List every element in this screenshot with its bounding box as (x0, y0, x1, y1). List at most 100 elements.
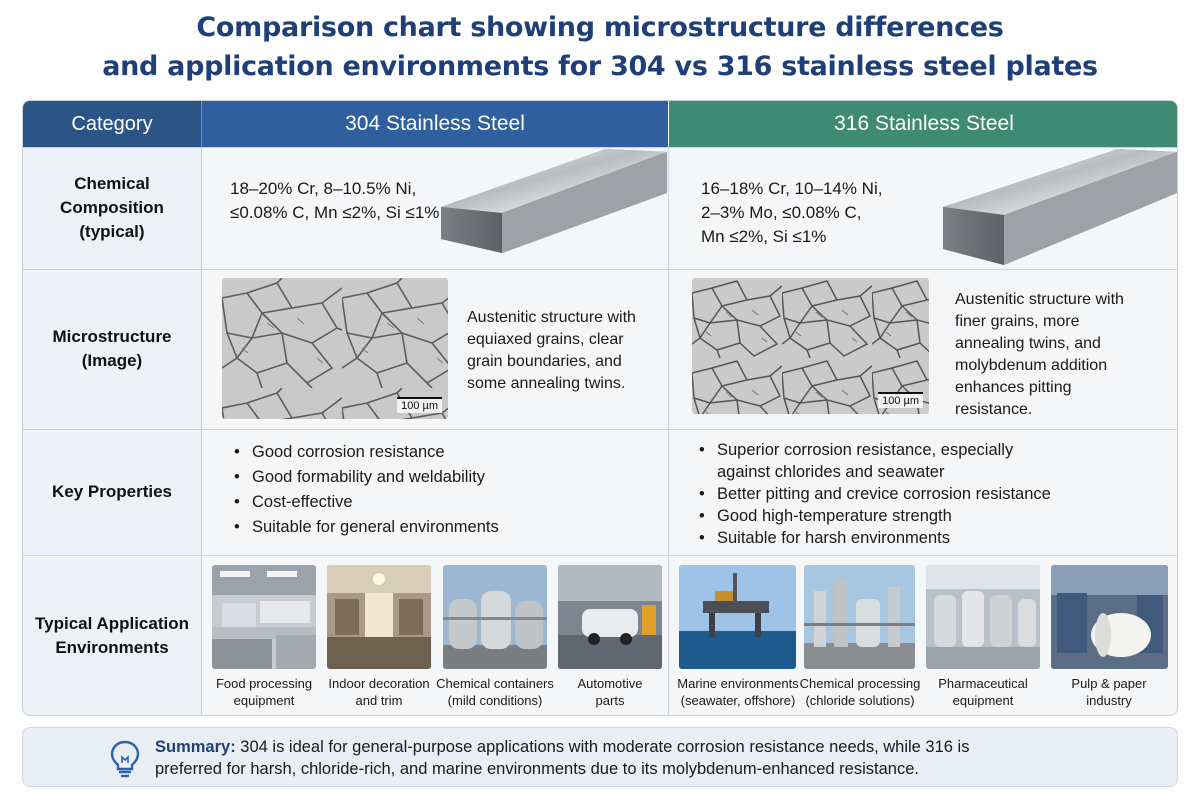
list-item: Better pitting and crevice corrosion res… (695, 483, 1051, 505)
text-line: enhances pitting (955, 379, 1072, 396)
scale-bar-label: 100 µm (878, 392, 923, 408)
text-line: Austenitic structure with (467, 309, 636, 326)
text-line: Chemical containers (436, 676, 554, 691)
summary-text: Summary: 304 is ideal for general-purpos… (155, 736, 1155, 780)
app-caption-automotive: Automotive parts (545, 675, 675, 709)
lightbulb-icon (110, 740, 140, 778)
pharma-photo (926, 565, 1040, 669)
interior-photo (327, 565, 431, 669)
list-item: Suitable for general environments (230, 515, 499, 540)
offshore-platform-photo (679, 565, 796, 669)
text-line: Food processing (215, 676, 313, 691)
text-line: annealing twins, and (955, 335, 1101, 352)
composition-316-text: 16–18% Cr, 10–14% Ni, 2–3% Mo, ≤0.08% C,… (701, 177, 882, 249)
steel-plate-316-image (943, 149, 1177, 265)
divider (201, 147, 202, 715)
header-304: 304 Stainless Steel (201, 101, 668, 147)
label-key-properties: Key Properties (23, 429, 201, 555)
text-line: ≤0.08% C, Mn ≤2%, Si ≤1% (230, 203, 440, 222)
label-line: Typical Application (35, 614, 189, 633)
list-item: Good high-temperature strength (695, 505, 1051, 527)
title-line-2: and application environments for 304 vs … (102, 51, 1098, 82)
steel-plate-304-image (441, 149, 667, 253)
list-item: Good formability and weldability (230, 465, 499, 490)
app-caption-pulp-paper: Pulp & paper industry (1044, 675, 1174, 709)
app-caption-food-processing: Food processing equipment (199, 675, 329, 709)
divider (23, 555, 1177, 556)
text-line: equipment (952, 693, 1014, 708)
label-line: Key Properties (52, 482, 172, 501)
properties-304-list: Good corrosion resistance Good formabili… (230, 440, 499, 540)
label-line: Environments (55, 638, 169, 657)
divider (23, 429, 1177, 430)
micrograph-316-image: 100 µm (692, 278, 929, 414)
header-316: 316 Stainless Steel (668, 101, 1177, 147)
chemical-plant-photo (804, 565, 915, 669)
text-line: Marine environments (677, 676, 799, 691)
label-applications: Typical Application Environments (23, 555, 201, 715)
app-caption-indoor-decoration: Indoor decoration and trim (314, 675, 444, 709)
microstructure-304-text: Austenitic structure with equiaxed grain… (467, 307, 636, 395)
text-line: some annealing twins. (467, 375, 626, 392)
tanks-photo (443, 565, 547, 669)
list-item: Superior corrosion resistance, especiall… (695, 439, 1051, 483)
list-item: Cost-effective (230, 490, 499, 515)
text-line: Austenitic structure with (955, 291, 1124, 308)
summary-line-1: Summary: 304 is ideal for general-purpos… (155, 736, 1155, 758)
divider (23, 147, 1177, 148)
text-line: and trim (355, 693, 403, 708)
text-line: resistance. (955, 401, 1033, 418)
text-line: 2–3% Mo, ≤0.08% C, (701, 203, 862, 222)
comparison-table: Category 304 Stainless Steel 316 Stainle… (22, 100, 1178, 716)
page-title: Comparison chart showing microstructure … (0, 8, 1200, 86)
label-microstructure: Microstructure (Image) (23, 269, 201, 429)
scale-bar-label: 100 µm (397, 397, 442, 413)
text-line: Pharmaceutical (938, 676, 1028, 691)
kitchen-photo (212, 565, 316, 669)
list-item: Suitable for harsh environments (695, 527, 1051, 549)
text-line: molybdenum addition (955, 357, 1108, 374)
label-line: Chemical (74, 174, 150, 193)
text-line: Indoor decoration (328, 676, 430, 691)
text-line: Superior corrosion resistance, especiall… (717, 441, 1014, 459)
text-line: Mn ≤2%, Si ≤1% (701, 227, 827, 246)
divider (23, 269, 1177, 270)
divider (668, 147, 669, 715)
text-line: 18–20% Cr, 8–10.5% Ni, (230, 179, 417, 198)
summary-label: Summary: (155, 738, 236, 756)
app-caption-pharmaceutical: Pharmaceutical equipment (918, 675, 1048, 709)
label-line: Microstructure (52, 327, 172, 346)
label-chemical-composition: Chemical Composition (typical) (23, 147, 201, 269)
label-line: (typical) (79, 222, 145, 241)
label-line: Composition (60, 198, 164, 217)
label-line: (Image) (81, 351, 143, 370)
text-line: parts (595, 693, 625, 708)
app-caption-chemical-containers: Chemical containers (mild conditions) (430, 675, 560, 709)
app-caption-marine: Marine environments (seawater, offshore) (673, 675, 803, 709)
paper-mill-photo (1051, 565, 1168, 669)
title-line-1: Comparison chart showing microstructure … (196, 12, 1004, 43)
text-line: Pulp & paper (1071, 676, 1147, 691)
summary-line-1-text: 304 is ideal for general-purpose applica… (235, 738, 970, 756)
microstructure-316-text: Austenitic structure with finer grains, … (955, 289, 1124, 421)
text-line: (chloride solutions) (805, 693, 915, 708)
text-line: (seawater, offshore) (680, 693, 796, 708)
text-line: against chlorides and seawater (717, 463, 945, 481)
text-line: Automotive (577, 676, 643, 691)
text-line: Chemical processing (799, 676, 921, 691)
car-factory-photo (558, 565, 662, 669)
properties-316-list: Superior corrosion resistance, especiall… (695, 439, 1051, 549)
header-category: Category (23, 101, 201, 147)
list-item: Good corrosion resistance (230, 440, 499, 465)
text-line: (mild conditions) (447, 693, 543, 708)
summary-line-2: preferred for harsh, chloride-rich, and … (155, 760, 919, 778)
text-line: grain boundaries, and (467, 353, 622, 370)
summary-box: Summary: 304 is ideal for general-purpos… (22, 727, 1178, 787)
text-line: finer grains, more (955, 313, 1080, 330)
composition-304-text: 18–20% Cr, 8–10.5% Ni, ≤0.08% C, Mn ≤2%,… (230, 177, 439, 225)
app-caption-chemical-processing: Chemical processing (chloride solutions) (795, 675, 925, 709)
text-line: equiaxed grains, clear (467, 331, 624, 348)
text-line: 16–18% Cr, 10–14% Ni, (701, 179, 883, 198)
micrograph-304-image: 100 µm (222, 278, 448, 419)
text-line: industry (1086, 693, 1132, 708)
